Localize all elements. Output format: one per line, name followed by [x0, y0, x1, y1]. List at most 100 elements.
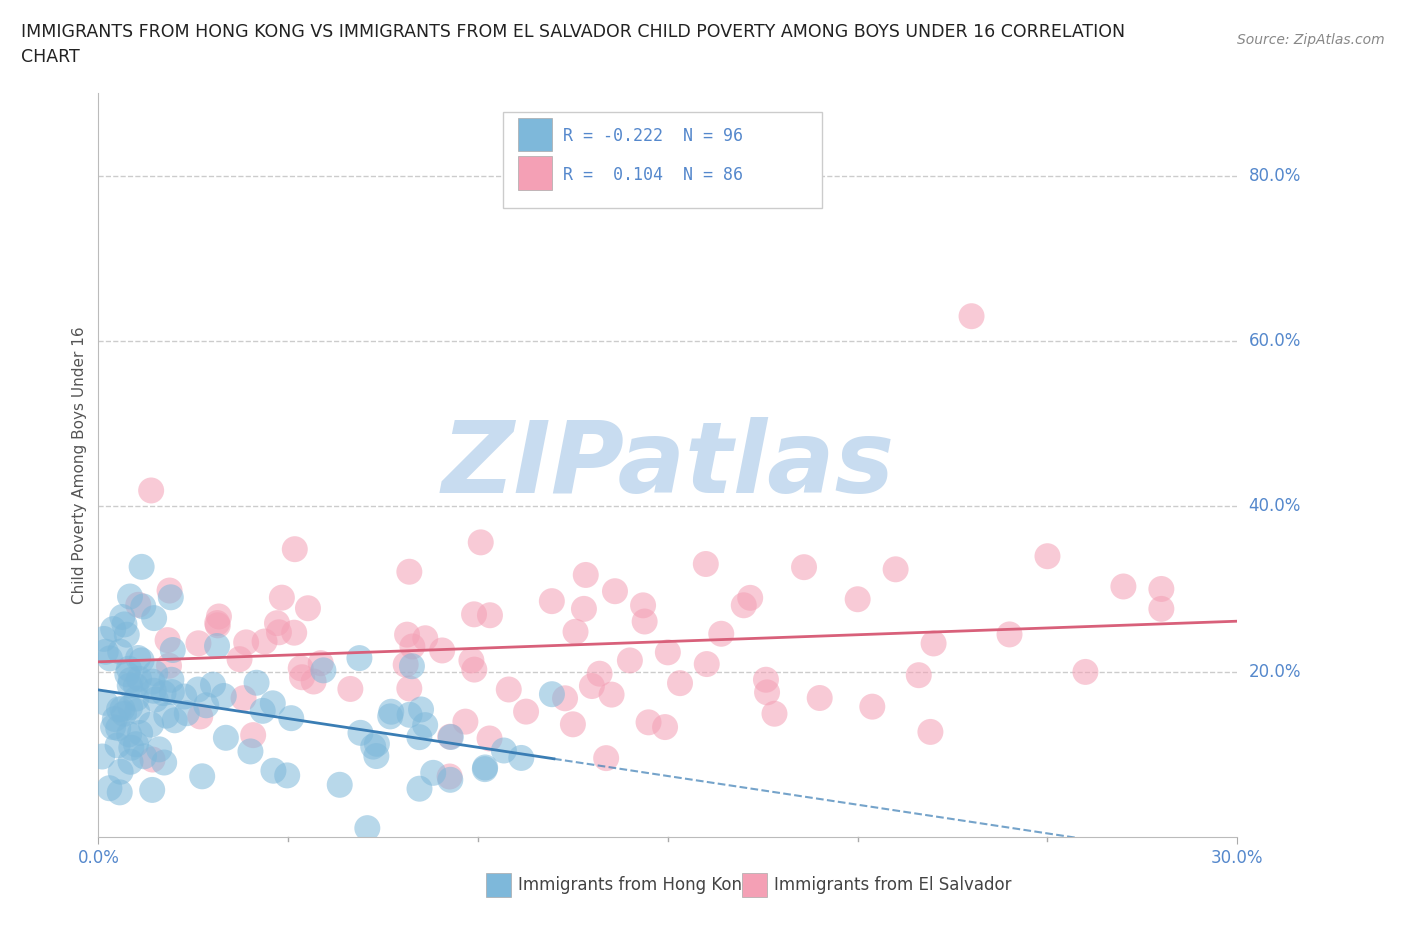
Point: [398, 681, 420, 696]
Point: [142, 752, 165, 767]
Point: [740, 591, 762, 605]
Point: [422, 765, 444, 780]
Point: [110, 764, 132, 779]
Point: [118, 589, 141, 604]
Point: [541, 686, 564, 701]
Point: [478, 731, 501, 746]
Point: [631, 598, 654, 613]
Point: [474, 762, 496, 777]
Text: 40.0%: 40.0%: [1249, 498, 1301, 515]
Point: [127, 651, 149, 666]
Point: [846, 591, 869, 606]
Point: [998, 627, 1021, 642]
Point: [808, 691, 831, 706]
Point: [398, 565, 420, 579]
Point: [143, 666, 166, 681]
Point: [1112, 579, 1135, 594]
Point: [657, 644, 679, 659]
Point: [245, 675, 267, 690]
Point: [120, 740, 142, 755]
Point: [756, 684, 779, 699]
Point: [120, 672, 142, 687]
Point: [654, 720, 676, 735]
Point: [561, 717, 583, 732]
Point: [101, 720, 124, 735]
Point: [439, 773, 461, 788]
Point: [141, 674, 163, 689]
Point: [408, 730, 430, 745]
Point: [408, 781, 430, 796]
Point: [215, 730, 238, 745]
Point: [188, 709, 211, 724]
Point: [132, 599, 155, 614]
Point: [187, 682, 209, 697]
Point: [153, 755, 176, 770]
Point: [413, 631, 436, 645]
Point: [413, 718, 436, 733]
Point: [291, 670, 314, 684]
Point: [118, 727, 141, 742]
Point: [270, 591, 292, 605]
Point: [960, 309, 983, 324]
Point: [191, 769, 214, 784]
Text: 20.0%: 20.0%: [1249, 663, 1301, 681]
Point: [349, 651, 371, 666]
Point: [588, 666, 610, 681]
Point: [104, 711, 127, 726]
Point: [111, 609, 134, 624]
Point: [349, 725, 371, 740]
Point: [1150, 581, 1173, 596]
Point: [131, 653, 153, 668]
Point: [540, 593, 562, 608]
Point: [356, 820, 378, 835]
Point: [94, 696, 117, 711]
FancyBboxPatch shape: [485, 872, 510, 897]
Text: ZIPatlas: ZIPatlas: [441, 417, 894, 513]
Point: [860, 699, 883, 714]
Point: [312, 663, 335, 678]
Point: [120, 754, 142, 769]
Point: [98, 651, 121, 666]
Point: [564, 624, 586, 639]
Point: [120, 700, 142, 715]
Point: [239, 744, 262, 759]
Point: [755, 672, 778, 687]
Point: [118, 678, 141, 693]
Point: [132, 749, 155, 764]
Point: [510, 751, 533, 765]
Point: [266, 616, 288, 631]
Point: [380, 704, 402, 719]
Point: [112, 707, 135, 722]
Point: [454, 714, 477, 729]
Point: [253, 634, 276, 649]
Text: CHART: CHART: [21, 48, 80, 66]
Point: [176, 706, 198, 721]
Point: [637, 715, 659, 730]
Point: [148, 742, 170, 757]
Point: [108, 702, 131, 717]
Text: Source: ZipAtlas.com: Source: ZipAtlas.com: [1237, 33, 1385, 46]
Y-axis label: Child Poverty Among Boys Under 16: Child Poverty Among Boys Under 16: [72, 326, 87, 604]
Point: [107, 721, 129, 736]
Point: [205, 616, 228, 631]
Point: [297, 601, 319, 616]
Text: Immigrants from El Salvador: Immigrants from El Salvador: [773, 876, 1011, 894]
Point: [474, 760, 496, 775]
Point: [143, 611, 166, 626]
FancyBboxPatch shape: [742, 872, 766, 897]
Point: [733, 598, 755, 613]
Point: [139, 717, 162, 732]
Point: [1036, 549, 1059, 564]
Point: [401, 658, 423, 673]
Point: [430, 643, 453, 658]
Point: [141, 483, 163, 498]
Point: [463, 662, 485, 677]
Point: [91, 749, 114, 764]
FancyBboxPatch shape: [517, 156, 551, 190]
Point: [114, 617, 136, 631]
Point: [463, 607, 485, 622]
Text: 60.0%: 60.0%: [1249, 332, 1301, 350]
Point: [160, 684, 183, 699]
Text: R = -0.222  N = 96: R = -0.222 N = 96: [562, 127, 744, 145]
Point: [252, 703, 274, 718]
